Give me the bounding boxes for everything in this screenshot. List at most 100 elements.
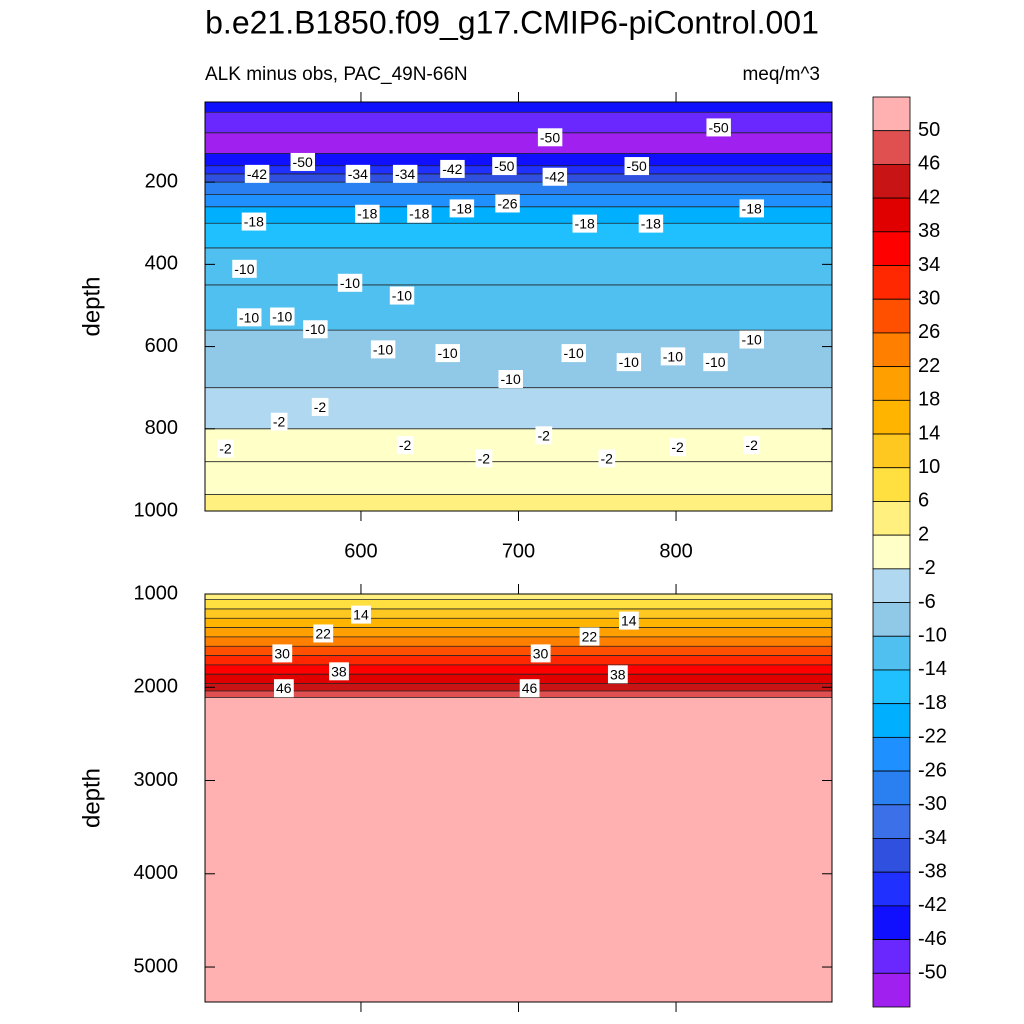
contour-band — [205, 627, 832, 637]
colorbar-box — [872, 265, 911, 300]
contour-label-bg — [311, 397, 329, 416]
contour-label: -50 — [293, 154, 313, 170]
colorbar-box — [872, 770, 911, 806]
contour-label: -26 — [497, 195, 517, 211]
colorbar-label: 6 — [918, 490, 929, 512]
colorbar-label: 46 — [918, 153, 940, 175]
contour-label: -50 — [494, 158, 514, 174]
contour-band — [205, 674, 832, 684]
contour-band — [205, 690, 832, 698]
contour-label: -2 — [478, 450, 491, 466]
contour-label-bg — [739, 330, 764, 349]
contour-label: -2 — [273, 414, 286, 430]
contour-label: -34 — [395, 166, 415, 182]
colorbar-box — [872, 96, 911, 132]
contour-label-bg — [217, 439, 234, 458]
contour-label-bg — [561, 344, 586, 363]
contour-band — [205, 655, 832, 665]
contour-label-bg — [519, 679, 540, 698]
colorbar-label: -2 — [918, 557, 936, 579]
contour-label-bg — [329, 662, 349, 681]
contour-label-bg — [618, 611, 639, 630]
contour-band — [205, 223, 832, 248]
contour-label: -10 — [239, 309, 259, 325]
contour-label: -10 — [392, 288, 412, 304]
contour-label: -10 — [663, 348, 683, 364]
contour-band — [205, 428, 832, 462]
contour-band — [205, 182, 832, 195]
colorbar-box — [872, 871, 911, 907]
contour-band — [205, 697, 832, 1002]
contour-label: -2 — [314, 399, 327, 415]
colorbar-box — [872, 534, 911, 570]
contour-label: -42 — [247, 166, 267, 182]
y-axis-label: depth — [78, 768, 105, 828]
contour-label-bg — [449, 199, 475, 218]
colorbar-label: -46 — [918, 928, 947, 950]
contour-label: -42 — [442, 161, 462, 177]
colorbar-box — [872, 298, 911, 334]
contour-label-bg — [244, 164, 270, 183]
contour-label: -18 — [357, 206, 377, 222]
contour-label: 22 — [315, 625, 331, 641]
contour-band — [205, 636, 832, 647]
contour-label-bg — [537, 128, 563, 147]
colorbar-box — [872, 602, 911, 637]
contour-band — [205, 646, 832, 656]
contour-label-bg — [303, 320, 328, 339]
contour-band — [205, 102, 832, 113]
colorbar-label: 34 — [918, 254, 940, 276]
contour-label: -10 — [340, 275, 360, 291]
contour-label-bg — [475, 449, 493, 468]
subtitle-right: meq/m^3 — [742, 64, 820, 85]
colorbar-box — [872, 838, 911, 873]
contour-label: -50 — [540, 129, 560, 145]
colorbar-label: -30 — [918, 793, 947, 815]
contour-label: 14 — [621, 613, 637, 629]
contour-label-bg — [542, 167, 568, 186]
chart-title: b.e21.B1850.f09_g17.CMIP6-piControl.001 — [205, 4, 819, 40]
colorbar-label: 10 — [918, 456, 940, 478]
contour-label-bg — [232, 259, 257, 278]
contour-band — [205, 608, 832, 619]
y-tick-label: 5000 — [134, 955, 179, 977]
colorbar-label: 22 — [918, 355, 940, 377]
contour-band — [205, 132, 832, 154]
contour-label-bg — [290, 152, 316, 171]
contour-label: -34 — [348, 166, 368, 182]
x-tick-label: 700 — [502, 540, 535, 562]
y-tick-label: 200 — [145, 170, 178, 192]
contour-label-bg — [703, 353, 728, 372]
contour-label-bg — [660, 347, 686, 366]
contour-label-bg — [273, 679, 294, 698]
colorbar-box — [872, 399, 911, 435]
contour-band — [205, 173, 832, 183]
contour-label: -10 — [619, 354, 639, 370]
y-tick-label: 400 — [145, 253, 178, 275]
contour-label-bg — [351, 605, 371, 624]
colorbar-box — [872, 568, 911, 603]
contour-label-bg — [498, 369, 523, 388]
contour-label: -18 — [742, 200, 762, 216]
contour-label-bg — [270, 307, 295, 326]
y-tick-label: 800 — [145, 417, 178, 439]
contour-label: -18 — [244, 214, 264, 230]
contour-label: -10 — [234, 261, 254, 277]
contour-label-bg — [241, 212, 267, 231]
contour-label: -2 — [219, 440, 232, 456]
contour-label-bg — [495, 194, 520, 213]
y-tick-label: 2000 — [134, 676, 179, 698]
contour-label-bg — [236, 308, 262, 327]
contour-label: -2 — [399, 437, 412, 453]
contour-label-bg — [389, 286, 415, 305]
contour-label: -18 — [452, 200, 472, 216]
contour-label: -2 — [600, 450, 613, 466]
colorbar-label: 14 — [918, 422, 940, 444]
contour-label-bg — [616, 353, 642, 372]
contour-label-bg — [743, 436, 761, 455]
y-tick-label: 1000 — [134, 499, 179, 521]
colorbar-label: -26 — [918, 759, 947, 781]
contour-label: 14 — [353, 607, 369, 623]
contour-label-bg — [440, 159, 465, 178]
colorbar-box — [872, 433, 911, 469]
